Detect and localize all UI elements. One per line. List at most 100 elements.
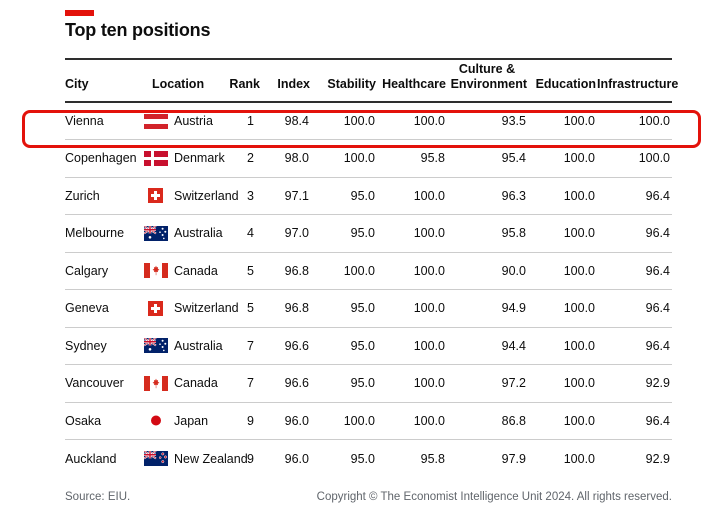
culture-environment-cell: 95.4 [447, 139, 528, 178]
education-cell: 100.0 [563, 451, 595, 466]
city-cell: Melbourne [65, 214, 143, 253]
header-infrastructure: Infrastructure [597, 62, 678, 103]
index-cell: 96.8 [263, 252, 311, 290]
location-cell: Denmark [143, 139, 225, 178]
education-cell: 100.0 [528, 364, 597, 403]
location-cell: Canada [143, 252, 225, 290]
stability-cell: 100.0 [311, 102, 377, 140]
city-cell: Geneva [65, 289, 143, 328]
denmark-flag-icon [143, 150, 168, 166]
location-name: Switzerland [174, 301, 239, 316]
rank-cell: 4 [225, 214, 263, 253]
culture-environment-cell: 97.2 [447, 364, 528, 403]
city-cell: Vienna [65, 102, 143, 140]
healthcare-cell: 95.8 [377, 139, 447, 178]
infrastructure-cell: 92.9 [597, 364, 672, 403]
education-cell: 100.0 [528, 214, 597, 253]
header-healthcare: Healthcare [377, 62, 447, 103]
index-cell: 97.1 [263, 177, 311, 215]
location-cell: Japan [143, 402, 225, 440]
city-cell: Zurich [65, 177, 143, 215]
stability-cell: 95.0 [311, 364, 377, 403]
stability-cell: 95.0 [311, 289, 377, 328]
location-name: Denmark [174, 151, 225, 166]
location-name: Australia [174, 226, 223, 241]
location-name: Canada [174, 263, 218, 278]
source-note: Source: EIU. [65, 491, 131, 503]
page-title: Top ten positions [65, 20, 211, 40]
education-cell: 100.0 [528, 252, 597, 290]
healthcare-cell: 100.0 [377, 364, 447, 403]
stability-cell: 100.0 [311, 402, 377, 440]
rank-cell: 1 [225, 102, 263, 140]
index-cell: 96.0 [263, 402, 311, 440]
index-cell: 96.8 [263, 289, 311, 328]
education-cell: 100.0 [528, 102, 597, 140]
location-name: Australia [174, 338, 223, 353]
location-name: Switzerland [174, 188, 239, 203]
index-cell: 98.4 [263, 102, 311, 140]
index-cell: 97.0 [263, 214, 311, 253]
stability-cell: 95.0 [311, 214, 377, 253]
rank-cell: 9 [247, 451, 254, 466]
location-name: Japan [174, 413, 209, 428]
culture-environment-cell: 97.9 [501, 451, 526, 466]
infrastructure-cell: 92.9 [645, 451, 670, 466]
copyright-note: Copyright © The Economist Intelligence U… [316, 491, 672, 503]
infrastructure-cell: 100.0 [597, 139, 672, 178]
education-cell: 100.0 [528, 139, 597, 178]
canada-flag-icon [143, 263, 168, 279]
table-row: Geneva Switzerland 5 96.8 95.0 100.0 94.9 100.0… [65, 289, 672, 328]
infrastructure-cell: 96.4 [597, 402, 672, 440]
rank-cell: 2 [225, 139, 263, 178]
location-name: New Zealand [174, 451, 248, 466]
rank-cell: 7 [225, 327, 263, 365]
culture-environment-cell: 86.8 [447, 402, 528, 440]
header-culture-line2: Environment [450, 77, 527, 91]
table-row: Osaka Japan 9 96.0 100.0 100.0 86.8 100.0 96.4 [65, 402, 672, 440]
header-culture-environment: Culture & Environment [447, 62, 528, 103]
location-cell: Australia [143, 327, 225, 365]
switzerland-flag-icon [143, 300, 168, 316]
index-cell: 98.0 [263, 139, 311, 178]
location-cell: Canada [143, 364, 225, 403]
table-row: Copenhagen Denmark 2 98.0 100.0 95.8 95.4 100.0… [65, 139, 672, 178]
city-cell: Copenhagen [65, 139, 143, 178]
education-cell: 100.0 [528, 289, 597, 328]
location-name: Austria [174, 114, 213, 128]
rank-cell: 5 [225, 252, 263, 290]
table-row: Auckland New Zealand 9 96.0 95.0 95.8 97.9 100.… [65, 440, 672, 478]
header-row: City Location Rank Index Stability Healt… [65, 62, 678, 103]
infrastructure-cell: 96.4 [597, 289, 672, 328]
infrastructure-cell: 96.4 [597, 252, 672, 290]
header-education: Education [528, 62, 597, 103]
stability-cell: 100.0 [311, 139, 377, 178]
location-cell: Switzerland [143, 177, 239, 215]
culture-environment-cell: 94.4 [447, 327, 528, 365]
education-cell: 100.0 [528, 327, 597, 365]
chart-footer: Source: EIU. Copyright © The Economist I… [65, 491, 672, 503]
index-cell: 96.0 [284, 451, 309, 466]
title-rule [65, 58, 672, 60]
table-body: Vienna Austria 1 98.4 100.0 100.0 93.5 100.0 100… [65, 102, 672, 477]
healthcare-cell: 100.0 [377, 214, 447, 253]
healthcare-cell: 100.0 [377, 289, 447, 328]
rankings-table: City Location Rank Index Stability Healt… [65, 62, 678, 477]
table-row: Calgary Canada 5 96.8 100.0 100.0 90.0 100.0 96.… [65, 252, 672, 290]
index-cell: 96.6 [263, 364, 311, 403]
city-cell: Sydney [65, 327, 143, 365]
stability-cell: 100.0 [311, 252, 377, 290]
healthcare-cell: 95.8 [420, 451, 445, 466]
city-cell: Osaka [65, 402, 143, 440]
header-culture-line1: Culture & [458, 62, 516, 76]
location-cell: Australia [143, 214, 225, 253]
healthcare-cell: 100.0 [377, 402, 447, 440]
healthcare-cell: 100.0 [377, 102, 447, 140]
healthcare-cell: 100.0 [377, 327, 447, 365]
table-row: Vancouver Canada 7 96.6 95.0 100.0 97.2 100.0 92… [65, 364, 672, 403]
education-cell: 100.0 [528, 402, 597, 440]
infrastructure-cell: 96.4 [597, 214, 672, 253]
header-index: Index [263, 62, 311, 103]
header-location: Location [143, 62, 225, 103]
healthcare-cell: 100.0 [377, 177, 447, 215]
